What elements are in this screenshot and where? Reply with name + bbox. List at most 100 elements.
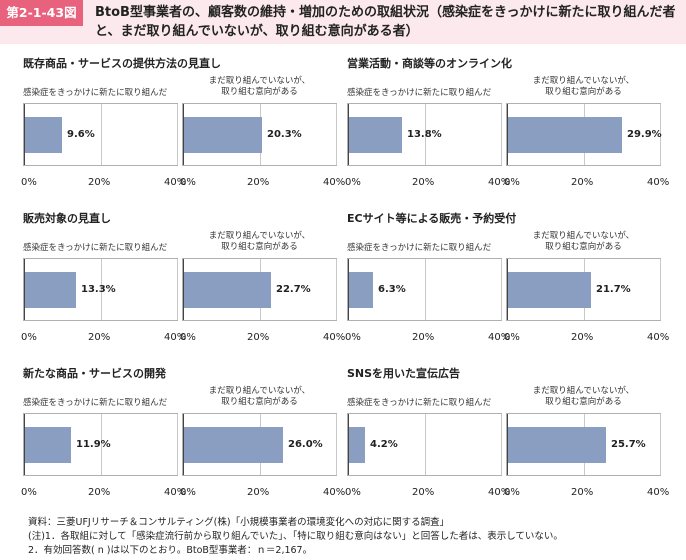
gridline bbox=[336, 259, 337, 320]
bar bbox=[25, 427, 71, 463]
footer-source: 資料：三菱UFJリサーチ＆コンサルティング(株)「小規模事業者の環境変化への対応… bbox=[28, 517, 450, 528]
tick-label: 40% bbox=[647, 487, 670, 498]
tick-label: 0% bbox=[504, 177, 520, 188]
gridline bbox=[177, 259, 178, 320]
zero-axis bbox=[507, 259, 508, 320]
zero-axis bbox=[183, 259, 184, 320]
gridline bbox=[501, 259, 502, 320]
zero-axis bbox=[348, 259, 349, 320]
plot-area: 25.7% bbox=[506, 413, 661, 476]
gridline bbox=[336, 104, 337, 165]
tick-label: 40% bbox=[488, 332, 511, 343]
zero-axis bbox=[24, 259, 25, 320]
plot-area: 13.3% bbox=[23, 258, 178, 321]
bar bbox=[349, 427, 365, 463]
gridline bbox=[425, 414, 426, 475]
bar bbox=[349, 117, 402, 153]
data-label: 22.7% bbox=[276, 284, 311, 295]
tick-label: 20% bbox=[88, 487, 111, 498]
bar bbox=[25, 272, 76, 308]
plot-area: 9.6% bbox=[23, 103, 178, 166]
panel-title: SNSを用いた宣伝広告 bbox=[347, 367, 461, 380]
zero-axis bbox=[183, 414, 184, 475]
tick-label: 40% bbox=[164, 177, 187, 188]
data-label: 4.2% bbox=[370, 439, 398, 450]
gridline bbox=[425, 259, 426, 320]
tick-label: 20% bbox=[412, 177, 435, 188]
chart-panel: 営業活動・商談等のオンライン化 感染症をきっかけに新たに取り組んだ 13.8% 0% 2… bbox=[345, 55, 670, 220]
plot-area: 4.2% bbox=[347, 413, 502, 476]
zero-axis bbox=[183, 104, 184, 165]
series-label: 感染症をきっかけに新たに取り組んだ bbox=[23, 398, 168, 408]
plot-area: 6.3% bbox=[347, 258, 502, 321]
figure-title: BtoB型事業者の、顧客数の維持・増加のための取組状況（感染症をきっかけに新たに… bbox=[95, 5, 676, 39]
gridline bbox=[425, 104, 426, 165]
gridline bbox=[101, 414, 102, 475]
series-label: まだ取り組んでいないが、 取り組む意向がある bbox=[532, 76, 635, 97]
plot-area: 20.3% bbox=[182, 103, 337, 166]
tick-label: 20% bbox=[412, 332, 435, 343]
data-label: 11.9% bbox=[76, 439, 111, 450]
gridline bbox=[101, 259, 102, 320]
zero-axis bbox=[507, 104, 508, 165]
series-label: まだ取り組んでいないが、 取り組む意向がある bbox=[208, 386, 311, 407]
panel-title: 新たな商品・サービスの開発 bbox=[23, 367, 166, 380]
gridline bbox=[501, 414, 502, 475]
series-label: 感染症をきっかけに新たに取り組んだ bbox=[347, 243, 492, 253]
figure-label: 第2-1-43図 bbox=[0, 0, 83, 26]
data-label: 13.3% bbox=[81, 284, 116, 295]
data-label: 25.7% bbox=[611, 439, 646, 450]
tick-label: 0% bbox=[180, 487, 196, 498]
tick-label: 40% bbox=[647, 332, 670, 343]
footer-note-1: (注)1．各取組に対して「感染症流行前から取り組んでいた」、「特に取り組む意向は… bbox=[28, 531, 563, 542]
data-label: 6.3% bbox=[378, 284, 406, 295]
bar bbox=[508, 272, 591, 308]
plot-area: 26.0% bbox=[182, 413, 337, 476]
tick-label: 20% bbox=[247, 487, 270, 498]
plot-area: 21.7% bbox=[506, 258, 661, 321]
gridline bbox=[177, 104, 178, 165]
bar bbox=[508, 117, 622, 153]
footer-note-2: 2．有効回答数( n )は以下のとおり。BtoB型事業者：ｎ＝2,167。 bbox=[28, 545, 313, 556]
tick-label: 0% bbox=[21, 177, 37, 188]
zero-axis bbox=[24, 414, 25, 475]
series-label: 感染症をきっかけに新たに取り組んだ bbox=[347, 398, 492, 408]
tick-label: 20% bbox=[571, 177, 594, 188]
tick-label: 0% bbox=[345, 487, 361, 498]
tick-label: 0% bbox=[180, 177, 196, 188]
zero-axis bbox=[348, 414, 349, 475]
bar bbox=[184, 427, 283, 463]
series-label: 感染症をきっかけに新たに取り組んだ bbox=[23, 243, 168, 253]
bar bbox=[184, 272, 271, 308]
panel-title: 営業活動・商談等のオンライン化 bbox=[347, 57, 512, 70]
bar bbox=[25, 117, 62, 153]
series-label: まだ取り組んでいないが、 取り組む意向がある bbox=[532, 386, 635, 407]
data-label: 29.9% bbox=[627, 129, 662, 140]
gridline bbox=[501, 104, 502, 165]
chart-panel: ECサイト等による販売・予約受付 感染症をきっかけに新たに取り組んだ 6.3% 0% 2… bbox=[345, 210, 670, 375]
chart-panel: 新たな商品・サービスの開発 感染症をきっかけに新たに取り組んだ 11.9% 0% 20%… bbox=[21, 365, 346, 530]
panel-title: ECサイト等による販売・予約受付 bbox=[347, 212, 517, 225]
gridline bbox=[660, 104, 661, 165]
tick-label: 40% bbox=[323, 487, 346, 498]
tick-label: 40% bbox=[488, 177, 511, 188]
chart-panel: SNSを用いた宣伝広告感染症をきっかけに新たに取り組んだ 4.2% 0% 20% 40%… bbox=[345, 365, 670, 530]
data-label: 26.0% bbox=[288, 439, 323, 450]
tick-label: 20% bbox=[88, 177, 111, 188]
chart-panel: 既存商品・サービスの提供方法の見直し 感染症をきっかけに新たに取り組んだ 9.6% 0… bbox=[21, 55, 345, 220]
tick-label: 0% bbox=[21, 487, 37, 498]
tick-label: 0% bbox=[504, 332, 520, 343]
chart-panel: 販売対象の見直し 感染症をきっかけに新たに取り組んだ 13.3% 0% 20% 40% まだ… bbox=[21, 210, 346, 375]
tick-label: 40% bbox=[323, 332, 346, 343]
tick-label: 0% bbox=[504, 487, 520, 498]
gridline bbox=[660, 414, 661, 475]
panel-title: 販売対象の見直し bbox=[23, 212, 111, 225]
zero-axis bbox=[24, 104, 25, 165]
tick-label: 40% bbox=[647, 177, 670, 188]
gridline bbox=[101, 104, 102, 165]
series-label: 感染症をきっかけに新たに取り組んだ bbox=[347, 88, 492, 98]
tick-label: 20% bbox=[412, 487, 435, 498]
plot-area: 11.9% bbox=[23, 413, 178, 476]
zero-axis bbox=[348, 104, 349, 165]
data-label: 13.8% bbox=[407, 129, 442, 140]
